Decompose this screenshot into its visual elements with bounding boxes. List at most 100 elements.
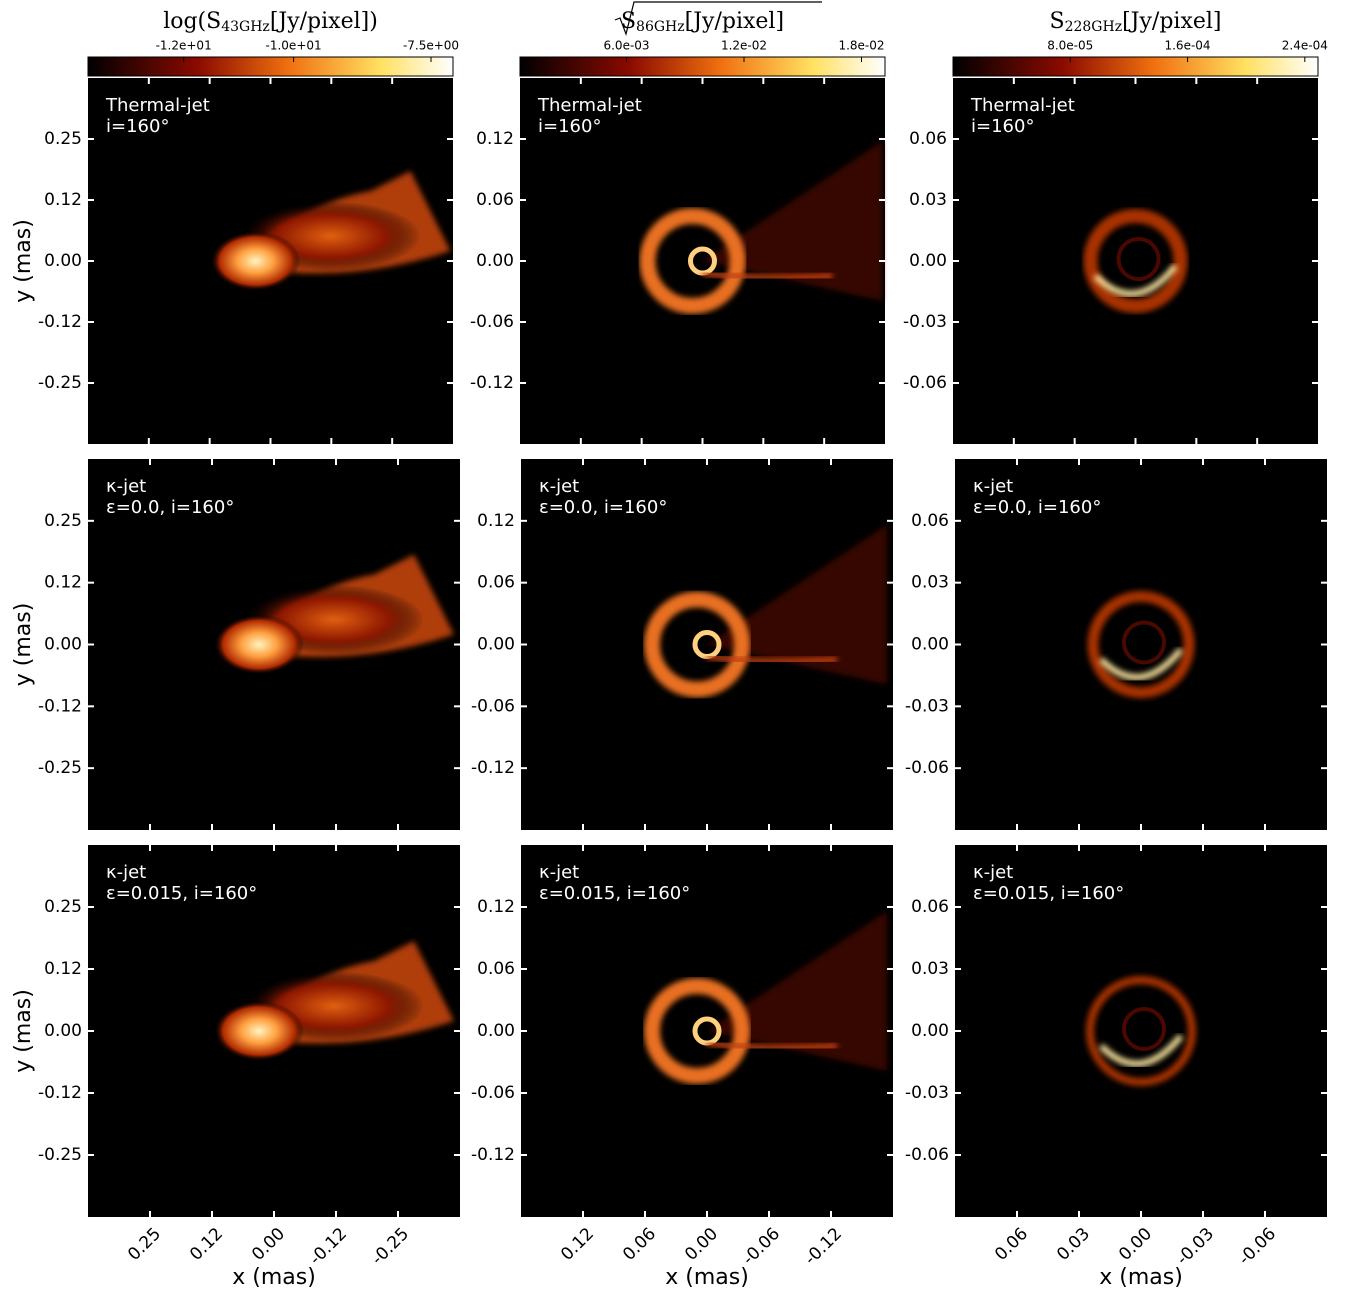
- x-tick-label: 0.25: [124, 1224, 165, 1265]
- y-tick-label: 0.00: [44, 251, 82, 271]
- y-tick-label: -0.25: [38, 373, 82, 393]
- x-tick-label: -0.12: [801, 1224, 846, 1269]
- emission-blob: [702, 141, 883, 301]
- y-tick-label: 0.06: [477, 959, 515, 979]
- emission-blob: [214, 614, 304, 675]
- emission-blob: [706, 653, 838, 665]
- panel-annotation: κ-jet: [973, 862, 1013, 883]
- colorbar-tick-label: -7.5e+00: [403, 39, 459, 53]
- x-tick-label: 0.00: [681, 1224, 722, 1265]
- panel-annotation: i=160°: [106, 116, 169, 137]
- colorbar-label-part: [Jy/pixel]: [685, 9, 784, 34]
- y-tick-label: -0.25: [38, 1145, 82, 1165]
- colorbar-tick-label: 8.0e-05: [1047, 39, 1093, 53]
- y-tick-label: 0.25: [44, 897, 82, 917]
- emission-ring: [1116, 237, 1161, 281]
- colorbar-tick-label: 1.8e-02: [838, 39, 884, 53]
- emission-ring: [1086, 976, 1196, 1086]
- y-tick-label: -0.06: [471, 696, 515, 716]
- image-panel: [88, 459, 460, 830]
- panel-background: [953, 78, 1318, 444]
- emission-blob: [210, 231, 301, 291]
- colorbar-label-part: 43GHz: [221, 19, 270, 35]
- colorbar-label: S228GHz[Jy/pixel]: [1050, 9, 1222, 35]
- y-tick-label: -0.06: [903, 373, 947, 393]
- x-tick-label: -0.25: [368, 1224, 413, 1269]
- y-tick-label: 0.06: [909, 129, 947, 149]
- x-tick-label: -0.12: [306, 1224, 351, 1269]
- y-tick-label: -0.06: [905, 758, 949, 778]
- colorbar-tick-label: 6.0e-03: [603, 39, 649, 53]
- image-panel: [953, 78, 1318, 444]
- y-tick-label: -0.12: [38, 1083, 82, 1103]
- x-axis-label: x (mas): [232, 1265, 316, 1290]
- x-tick-label: 0.06: [991, 1224, 1032, 1265]
- y-tick-label: 0.00: [476, 251, 514, 271]
- panel-annotation: ε=0.015, i=160°: [973, 883, 1124, 904]
- colorbar: [519, 56, 886, 77]
- colorbar-tick-label: 2.4e-04: [1282, 39, 1328, 53]
- y-tick-label: -0.12: [38, 312, 82, 332]
- y-tick-label: -0.12: [471, 1145, 515, 1165]
- panel-annotation: ε=0.015, i=160°: [106, 883, 257, 904]
- panel-annotation: κ-jet: [973, 476, 1013, 497]
- y-tick-label: -0.12: [38, 696, 82, 716]
- y-tick-label: -0.03: [903, 312, 947, 332]
- y-tick-label: 0.00: [477, 635, 515, 655]
- y-tick-label: -0.12: [471, 758, 515, 778]
- y-tick-label: 0.12: [44, 573, 82, 593]
- x-tick-label: 0.06: [619, 1224, 660, 1265]
- emission-ring: [644, 978, 750, 1084]
- colorbar-tick-label: -1.0e+01: [266, 39, 322, 53]
- y-tick-label: 0.12: [477, 897, 515, 917]
- y-tick-label: 0.12: [476, 129, 514, 149]
- y-tick-label: -0.03: [905, 1083, 949, 1103]
- y-tick-label: -0.06: [905, 1145, 949, 1165]
- x-tick-label: 0.12: [557, 1224, 598, 1265]
- emission-ring: [1098, 647, 1184, 681]
- x-tick-label: -0.06: [739, 1224, 784, 1269]
- y-tick-label: 0.00: [477, 1021, 515, 1041]
- colorbar-label-part: [Jy/pixel]): [270, 9, 378, 34]
- panel-annotation: ε=0.0, i=160°: [106, 497, 234, 518]
- y-tick-label: 0.03: [911, 959, 949, 979]
- emission-ring: [1087, 591, 1195, 698]
- emission-blob: [707, 911, 887, 1071]
- y-tick-label: 0.12: [44, 190, 82, 210]
- panel-annotation: ε=0.0, i=160°: [539, 497, 667, 518]
- image-panel: [955, 459, 1327, 830]
- y-tick-label: 0.00: [44, 1021, 82, 1041]
- y-tick-label: 0.00: [911, 635, 949, 655]
- y-tick-label: 0.06: [477, 573, 515, 593]
- emission-ring: [1122, 1007, 1166, 1051]
- y-tick-label: 0.00: [44, 635, 82, 655]
- y-tick-label: 0.25: [44, 129, 82, 149]
- y-tick-label: 0.25: [44, 511, 82, 531]
- panel-annotation: κ-jet: [539, 862, 579, 883]
- colorbar-label-part: S: [621, 9, 636, 34]
- image-panel: [520, 78, 885, 444]
- colorbar-tick-label: -1.2e+01: [156, 39, 212, 53]
- y-tick-label: 0.06: [911, 511, 949, 531]
- colorbar-label-part: 86GHz: [636, 19, 685, 35]
- colorbar-label: log(S43GHz[Jy/pixel]): [163, 9, 378, 35]
- y-tick-label: -0.12: [470, 373, 514, 393]
- y-axis-label: y (mas): [11, 603, 36, 687]
- image-panel: [88, 78, 453, 444]
- panel-annotation: i=160°: [538, 116, 601, 137]
- x-tick-label: -0.03: [1173, 1224, 1218, 1269]
- panel-background: [955, 845, 1327, 1217]
- colorbar-label-part: 228GHz: [1065, 19, 1123, 35]
- emission-blob: [702, 270, 833, 281]
- panel-annotation: ε=0.0, i=160°: [973, 497, 1101, 518]
- y-tick-label: 0.03: [911, 573, 949, 593]
- colorbar-label-part: S: [1050, 9, 1065, 34]
- y-tick-label: -0.25: [38, 758, 82, 778]
- emission-ring: [1122, 620, 1166, 665]
- emission-ring: [1093, 264, 1178, 297]
- panel-annotation: ε=0.015, i=160°: [539, 883, 690, 904]
- colorbar-tick-label: 1.2e-02: [721, 39, 767, 53]
- image-panel: [521, 845, 893, 1217]
- y-tick-label: 0.00: [911, 1021, 949, 1041]
